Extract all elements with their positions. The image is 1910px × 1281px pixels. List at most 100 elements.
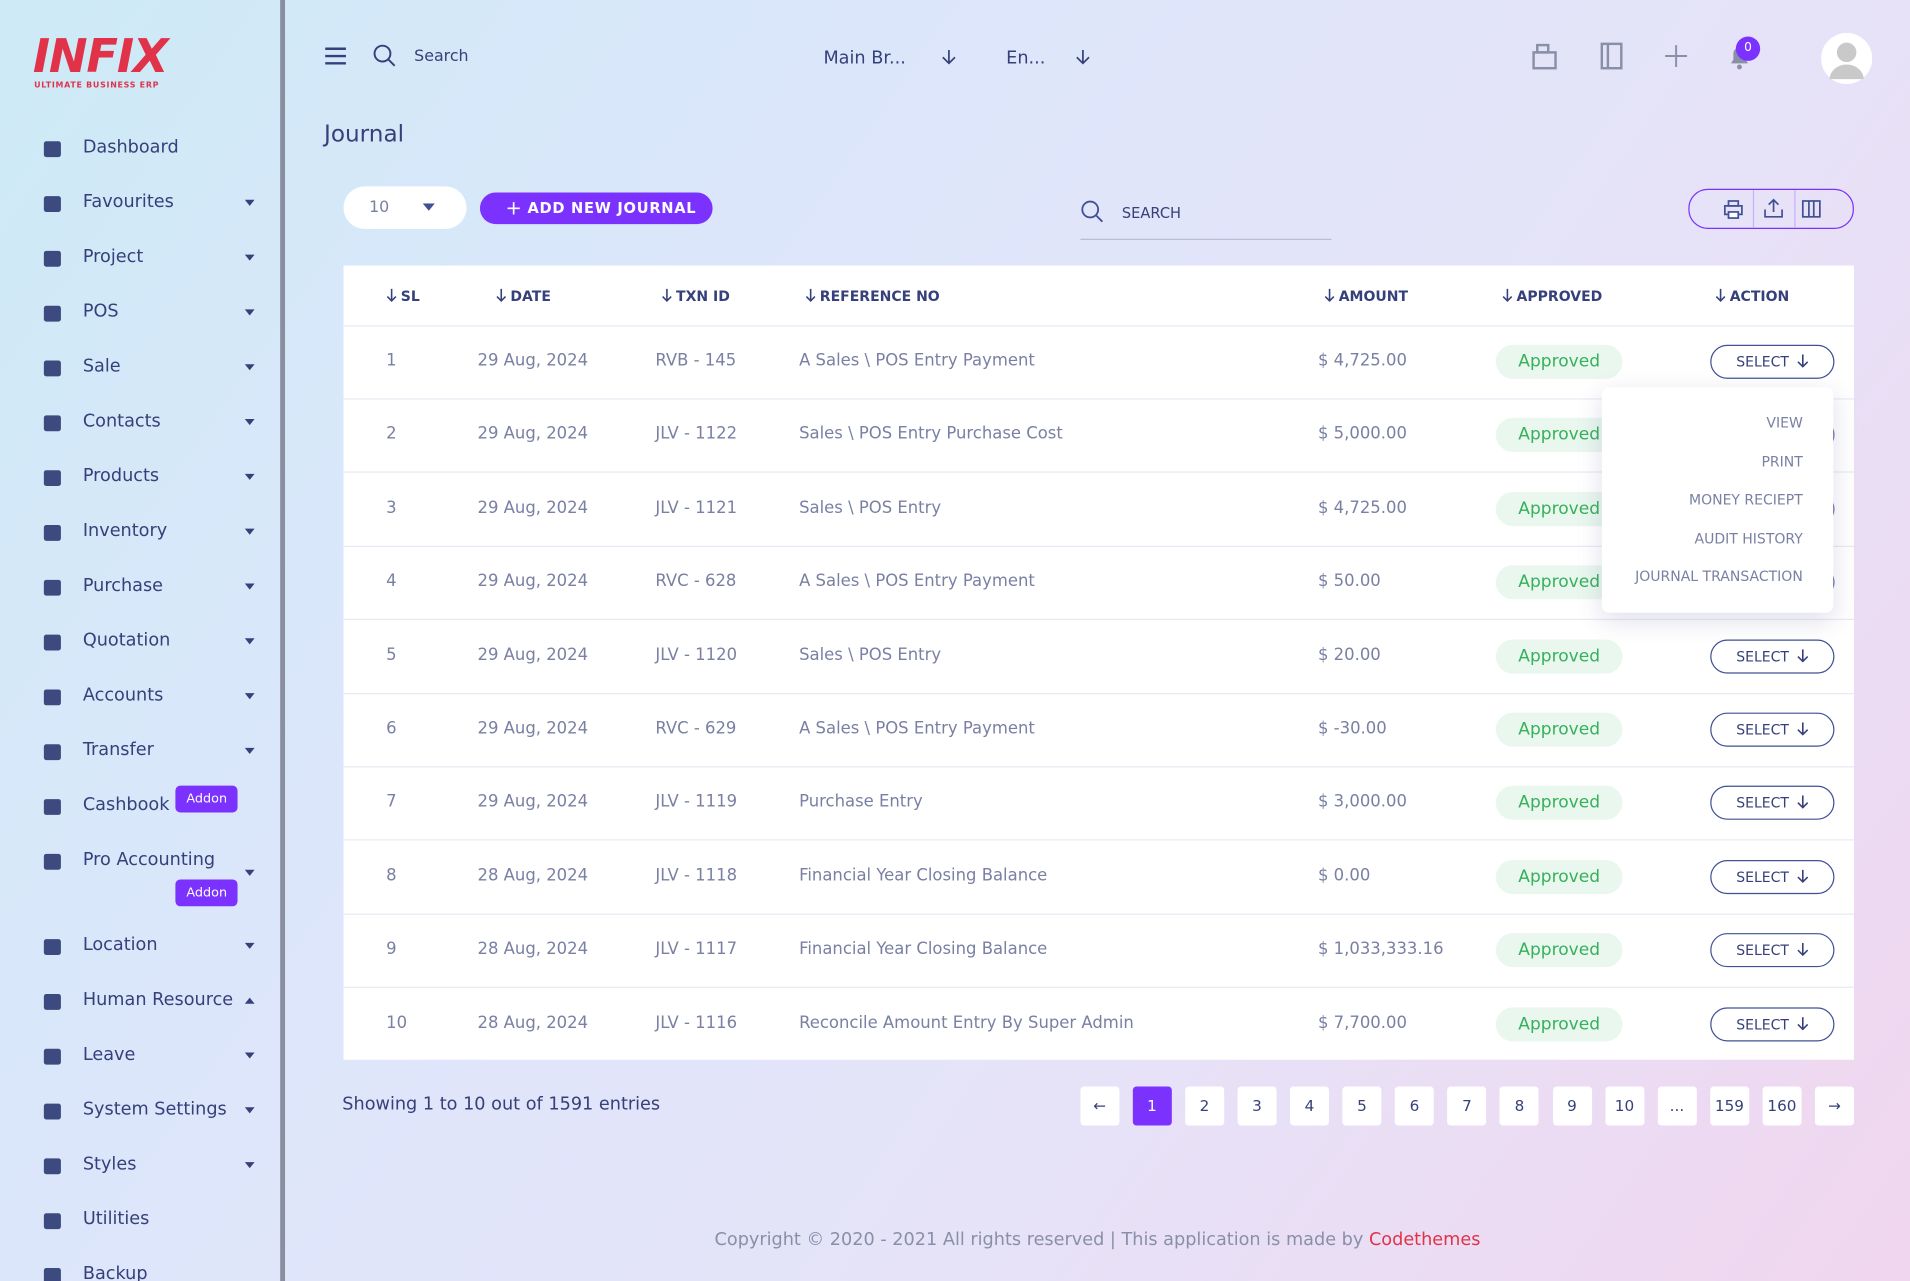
select-button[interactable]: SELECT <box>1710 786 1835 821</box>
page-button[interactable]: 160 <box>1762 1086 1802 1126</box>
column-header[interactable]: DATE <box>496 287 551 305</box>
branch-select[interactable]: Main Br... <box>823 48 906 69</box>
top-search[interactable]: Search <box>414 47 469 66</box>
cell: 29 Aug, 2024 <box>477 645 589 665</box>
nav-label: Location <box>82 935 158 955</box>
menu-item[interactable]: JOURNAL TRANSACTION <box>1635 568 1803 586</box>
page-button[interactable]: 2 <box>1184 1086 1224 1126</box>
nav-item[interactable]: Sale <box>0 356 280 411</box>
page-button[interactable]: 3 <box>1237 1086 1277 1126</box>
page-button[interactable]: 7 <box>1447 1086 1487 1126</box>
logo[interactable]: INFIX <box>32 29 169 83</box>
nav-item[interactable]: Styles <box>0 1154 280 1209</box>
nav-icon <box>43 525 61 541</box>
nav-item[interactable]: Transfer <box>0 739 280 794</box>
page-button[interactable]: 10 <box>1604 1086 1644 1126</box>
column-header[interactable]: AMOUNT <box>1324 287 1408 305</box>
nav-item[interactable]: Favourites <box>0 191 280 246</box>
select-button[interactable]: SELECT <box>1710 712 1835 747</box>
status-pill: Approved <box>1495 639 1623 674</box>
nav-label: Utilities <box>82 1209 150 1230</box>
page-button[interactable]: 4 <box>1289 1086 1329 1126</box>
print-button[interactable] <box>1722 199 1744 220</box>
cell: 29 Aug, 2024 <box>477 497 589 518</box>
nav-item[interactable]: Dashboard <box>0 136 280 191</box>
nav-item[interactable]: Inventory <box>0 520 280 575</box>
nav-item[interactable]: Purchase <box>0 575 280 630</box>
avatar[interactable] <box>1821 32 1873 85</box>
nav-caret <box>244 638 255 645</box>
nav-item[interactable]: Products <box>0 465 280 520</box>
select-label: SELECT <box>1736 794 1789 812</box>
cell: Sales \ POS Entry <box>799 497 942 518</box>
add-icon[interactable] <box>1664 44 1688 68</box>
page-button[interactable]: 5 <box>1342 1086 1382 1126</box>
column-header[interactable]: REFERENCE NO <box>805 287 940 305</box>
cell: $ 5,000.00 <box>1317 424 1407 444</box>
export-button[interactable] <box>1763 197 1785 219</box>
author-link[interactable]: Codethemes <box>1368 1230 1481 1250</box>
nav-caret <box>244 693 255 700</box>
nav-item[interactable]: Leave <box>0 1044 280 1099</box>
menu-item[interactable]: MONEY RECIEPT <box>1688 491 1803 509</box>
columns-button[interactable] <box>1800 199 1822 220</box>
nav-item[interactable]: POS <box>0 301 280 356</box>
nav-item[interactable]: Location <box>0 934 280 989</box>
nav-item[interactable]: Project <box>0 246 280 301</box>
page-button[interactable]: ... <box>1657 1086 1697 1126</box>
nav-item[interactable]: Pro Accounting Addon <box>0 849 280 934</box>
select-button[interactable]: SELECT <box>1710 639 1835 674</box>
page-size[interactable]: 10 <box>343 186 467 230</box>
cell: 29 Aug, 2024 <box>477 792 589 812</box>
select-label: SELECT <box>1736 941 1789 959</box>
column-header[interactable]: SL <box>386 287 420 305</box>
add-journal-button[interactable]: + ADD NEW JOURNAL <box>479 192 713 225</box>
select-button[interactable]: SELECT <box>1710 859 1835 894</box>
language-select[interactable]: En... <box>1006 48 1046 69</box>
menu-item[interactable]: VIEW <box>1766 414 1803 432</box>
cell: $ 4,725.00 <box>1317 350 1407 371</box>
page-button[interactable]: ← <box>1079 1086 1119 1126</box>
cell: JLV - 1117 <box>655 939 738 959</box>
column-header[interactable]: ACTION <box>1715 287 1789 305</box>
nav-caret <box>244 473 255 480</box>
language-arrow <box>1076 49 1090 65</box>
column-header[interactable]: TXN ID <box>661 287 730 305</box>
book-icon[interactable] <box>1598 41 1625 70</box>
page-button[interactable]: → <box>1814 1086 1854 1126</box>
page-button[interactable]: 8 <box>1499 1086 1539 1126</box>
select-button[interactable]: SELECT <box>1710 1006 1835 1041</box>
cell: Sales \ POS Entry <box>799 645 942 665</box>
page-button[interactable]: 1 <box>1132 1086 1172 1126</box>
menu-item[interactable]: AUDIT HISTORY <box>1694 529 1803 547</box>
status-pill: Approved <box>1495 418 1623 453</box>
nav-icon <box>43 689 61 706</box>
page-button[interactable]: 9 <box>1552 1086 1592 1126</box>
nav-item[interactable]: Human Resource <box>0 989 280 1044</box>
nav-label: Cashbook <box>82 795 170 815</box>
page-button[interactable]: 159 <box>1709 1086 1749 1126</box>
select-button[interactable]: SELECT <box>1710 344 1835 379</box>
nav-label: Quotation <box>82 630 171 651</box>
nav-item[interactable]: Quotation <box>0 630 280 685</box>
nav-item[interactable]: Cashbook Addon <box>0 785 280 849</box>
sort-arrow <box>1715 287 1726 304</box>
table-search[interactable]: SEARCH <box>1121 204 1182 222</box>
sort-arrow <box>1502 287 1513 304</box>
cell: 28 Aug, 2024 <box>477 939 589 959</box>
scrollbar[interactable] <box>280 0 286 1281</box>
cell: $ 4,725.00 <box>1317 497 1407 518</box>
select-button[interactable]: SELECT <box>1710 933 1835 968</box>
header-label: REFERENCE NO <box>819 287 940 305</box>
nav-item[interactable]: System Settings <box>0 1099 280 1154</box>
nav-item[interactable]: Accounts <box>0 685 280 740</box>
menu-icon[interactable] <box>324 45 348 67</box>
pos-icon[interactable] <box>1530 41 1559 70</box>
menu-item[interactable]: PRINT <box>1761 452 1803 470</box>
page-button[interactable]: 6 <box>1394 1086 1434 1126</box>
row-line <box>343 619 1854 621</box>
nav-item[interactable]: Utilities <box>0 1208 280 1263</box>
nav-item[interactable]: Backup <box>0 1263 280 1281</box>
column-header[interactable]: APPROVED <box>1502 287 1602 305</box>
nav-item[interactable]: Contacts <box>0 411 280 466</box>
